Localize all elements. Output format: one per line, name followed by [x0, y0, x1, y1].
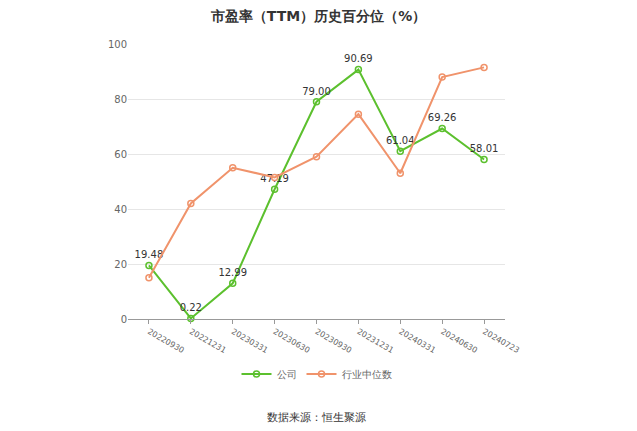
svg-text:20230331: 20230331 — [230, 327, 270, 355]
svg-text:80: 80 — [114, 94, 127, 105]
svg-text:数据来源：恒生聚源: 数据来源：恒生聚源 — [267, 411, 366, 424]
svg-text:市盈率（TTM）历史百分位（%）: 市盈率（TTM）历史百分位（%） — [210, 8, 426, 24]
svg-text:58.01: 58.01 — [470, 143, 499, 154]
svg-text:61.04: 61.04 — [386, 135, 415, 146]
svg-text:0.22: 0.22 — [180, 302, 202, 313]
svg-text:20221231: 20221231 — [188, 327, 228, 355]
svg-text:20230630: 20230630 — [272, 327, 312, 355]
svg-text:69.26: 69.26 — [428, 112, 457, 123]
svg-text:20220930: 20220930 — [146, 327, 186, 355]
svg-text:公司: 公司 — [277, 369, 297, 380]
svg-text:20230930: 20230930 — [314, 327, 354, 355]
svg-text:40: 40 — [114, 204, 127, 215]
svg-text:19.48: 19.48 — [135, 249, 164, 260]
svg-text:20240630: 20240630 — [439, 327, 479, 355]
svg-text:20240723: 20240723 — [481, 327, 521, 355]
svg-text:20: 20 — [114, 259, 127, 270]
svg-text:20231231: 20231231 — [355, 327, 395, 355]
svg-text:行业中位数: 行业中位数 — [342, 369, 392, 380]
svg-text:79.00: 79.00 — [302, 86, 331, 97]
svg-text:60: 60 — [114, 149, 127, 160]
svg-text:100: 100 — [108, 39, 127, 50]
svg-text:47.19: 47.19 — [260, 173, 289, 184]
svg-text:0: 0 — [121, 314, 127, 325]
svg-text:90.69: 90.69 — [344, 53, 373, 64]
svg-text:20240331: 20240331 — [397, 327, 437, 355]
svg-text:12.99: 12.99 — [218, 267, 247, 278]
